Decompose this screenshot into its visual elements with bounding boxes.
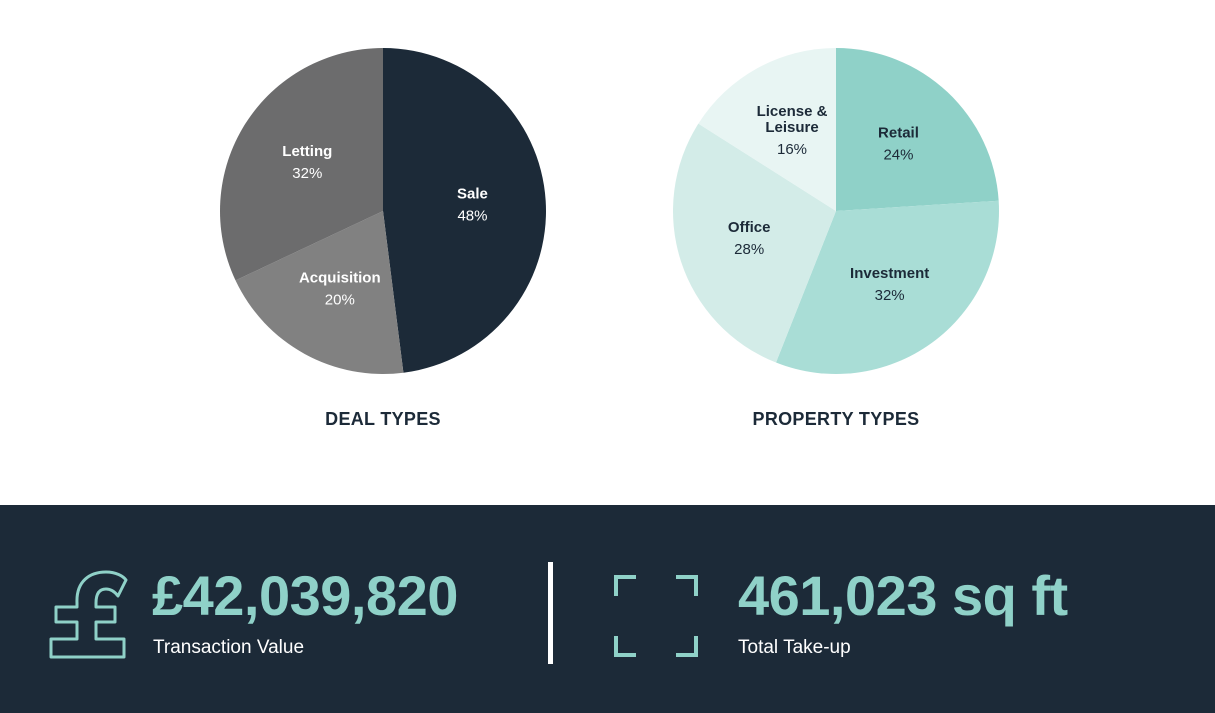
stats-bar: £42,039,820 Transaction Value 461,023 sq…	[0, 505, 1215, 713]
property-types-pie: Retail 24% Investment 32% Office 28% License &…	[673, 48, 999, 374]
slice-value-office: 28%	[734, 241, 764, 258]
slice-acquisition	[235, 211, 404, 374]
slice-license-leisure	[698, 48, 836, 211]
deal-types-title: DEAL TYPES	[325, 409, 441, 429]
stats-divider	[548, 562, 553, 664]
area-corners-icon	[614, 575, 698, 657]
slice-sale	[383, 48, 546, 373]
slice-label-retail: Retail	[878, 124, 919, 141]
slice-letting	[219, 48, 383, 281]
total-takeup-label: Total Take-up	[738, 637, 851, 658]
slice-investment	[775, 200, 999, 374]
pound-sign-icon	[49, 570, 128, 659]
slice-value-letting: 32%	[292, 165, 322, 182]
slice-retail	[836, 48, 999, 211]
total-takeup-value: 461,023 sq ft	[738, 564, 1068, 627]
slice-office	[673, 123, 836, 363]
transaction-value: £42,039,820	[152, 564, 458, 627]
slice-value-investment: 32%	[875, 287, 905, 304]
property-types-chart: Retail 24% Investment 32% Office 28% License &…	[626, 0, 1046, 470]
slice-value-acquisition: 20%	[325, 292, 355, 309]
slice-value-license-leisure: 16%	[777, 141, 807, 158]
property-types-title: PROPERTY TYPES	[752, 409, 920, 429]
slice-label-license-leisure: License & Leisure	[757, 103, 828, 136]
deal-types-pie: Sale 48% Acquisition 20% Letting 32%	[219, 48, 546, 374]
slice-label-office: Office	[728, 219, 771, 236]
deal-types-chart: Sale 48% Acquisition 20% Letting 32% DEAL TYP…	[173, 0, 593, 470]
slice-value-sale: 48%	[457, 207, 487, 224]
slice-value-retail: 24%	[883, 146, 913, 163]
slice-label-sale: Sale	[457, 185, 488, 202]
slice-label-investment: Investment	[850, 265, 929, 282]
slice-label-acquisition: Acquisition	[299, 270, 381, 287]
slice-label-letting: Letting	[282, 143, 332, 160]
transaction-value-label: Transaction Value	[153, 637, 305, 658]
